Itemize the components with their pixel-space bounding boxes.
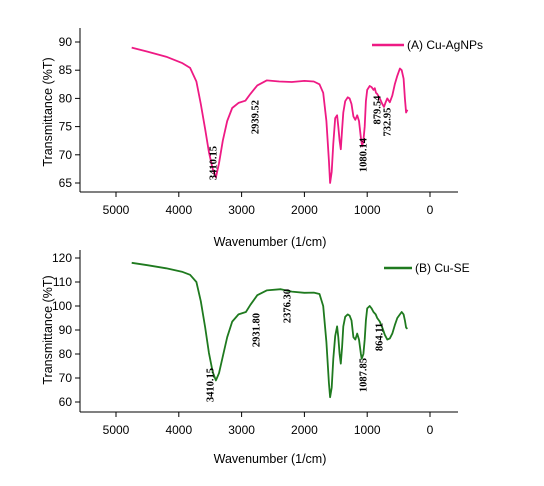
legend-label: (B) Cu-SE (415, 261, 470, 275)
x-tick-label: 3000 (228, 203, 255, 217)
x-tick-label: 4000 (165, 203, 192, 217)
y-tick-label: 80 (59, 347, 73, 361)
x-tick-label: 5000 (103, 203, 130, 217)
peak-label: 879.54 (372, 95, 383, 125)
y-tick-label: 85 (59, 63, 73, 77)
series-line (131, 261, 409, 399)
x-tick-label: 5000 (103, 423, 130, 437)
peak-label: 1087.85 (358, 358, 369, 392)
x-tick-label: 1000 (354, 203, 381, 217)
x-tick-label: 1000 (354, 423, 381, 437)
y-tick-label: 120 (52, 251, 72, 265)
y-axis-title: Transmittance (%T) (41, 57, 55, 166)
x-tick-label: 2000 (291, 423, 318, 437)
y-axis-title: Transmittance (%T) (41, 275, 55, 384)
x-tick-label: 3000 (228, 423, 255, 437)
peak-label: 2939.52 (250, 100, 261, 134)
x-tick-label: 4000 (165, 423, 192, 437)
y-tick-label: 70 (59, 371, 73, 385)
x-tick-label: 0 (427, 203, 434, 217)
y-tick-label: 100 (52, 299, 72, 313)
peak-label: 3410.15 (205, 368, 216, 402)
peak-label: 2376.30 (282, 289, 293, 323)
x-tick-label: 2000 (291, 203, 318, 217)
x-tick-label: 0 (427, 423, 434, 437)
y-tick-label: 90 (59, 35, 73, 49)
chart-panel-b: 60 70 80 90 100 110 120 5000 4000 3000 2000 1000 0 Wa… (41, 250, 470, 466)
y-tick-label: 65 (59, 176, 73, 190)
x-axis-title: Wavenumber (1/cm) (214, 452, 327, 466)
y-tick-label: 110 (53, 275, 72, 289)
series-line (131, 46, 409, 184)
y-tick-label: 70 (59, 148, 73, 162)
x-axis-title: Wavenumber (1/cm) (214, 235, 327, 249)
peak-label: 732.95 (382, 108, 393, 137)
y-tick-label: 80 (59, 91, 73, 105)
peak-label: 864.11 (374, 323, 385, 351)
y-tick-label: 75 (59, 120, 73, 134)
y-tick-label: 60 (59, 395, 73, 409)
peak-label: 1080.14 (358, 137, 369, 172)
peak-label: 3410.15 (208, 146, 219, 180)
chart-panel-a: 65 70 75 80 85 90 5000 4000 3000 2000 1000 0 Wavenum… (41, 28, 483, 249)
legend-label: (A) Cu-AgNPs (407, 38, 483, 52)
y-tick-label: 90 (59, 323, 73, 337)
peak-label: 2931.80 (251, 313, 262, 347)
